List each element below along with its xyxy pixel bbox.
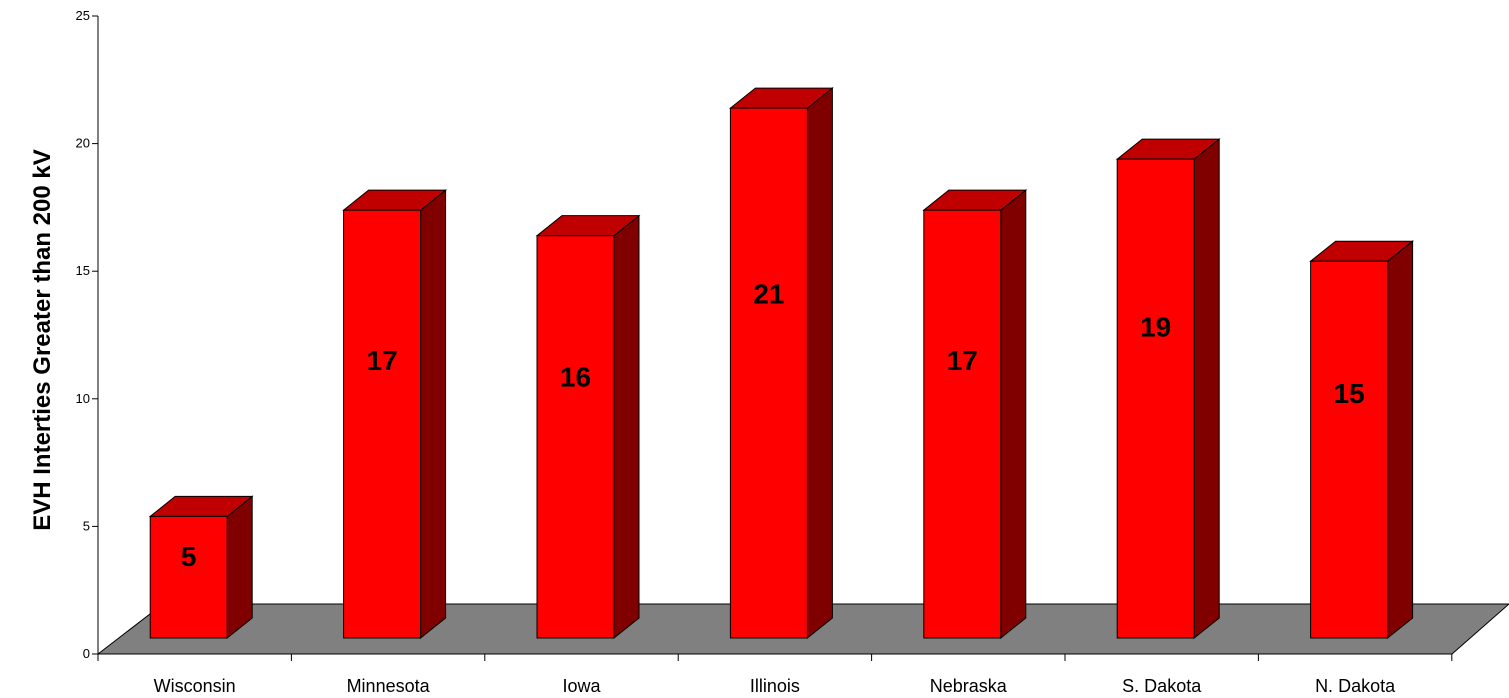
bar-data-label: 21 [753, 279, 784, 310]
bar-data-label: 16 [560, 361, 591, 392]
bar-data-label: 15 [1334, 378, 1365, 409]
y-tick-label: 15 [76, 263, 90, 278]
bar-side-face [1193, 138, 1220, 640]
bar-side-face [1000, 189, 1027, 640]
bar-side-face [613, 214, 640, 640]
x-category-label: Wisconsin [154, 676, 236, 696]
y-tick-label: 25 [76, 8, 90, 23]
data-labels-layer: 5 17 16 21 17 19 15 [181, 279, 1365, 572]
x-category-label: Minnesota [347, 676, 431, 696]
x-category-label: N. Dakota [1315, 676, 1396, 696]
bar-side-face [420, 189, 447, 640]
y-tick-label: 0 [83, 646, 90, 661]
bar-side-face [806, 87, 833, 640]
bar [1115, 138, 1221, 640]
bar-data-label: 5 [181, 541, 197, 572]
bar-data-label: 19 [1140, 312, 1171, 343]
y-axis: 0 5 10 15 20 25 [76, 8, 99, 661]
y-axis-title: EVH Interties Greater than 200 kV [29, 149, 56, 531]
x-axis: Wisconsin Minnesota Iowa Illinois Nebraska S.… [97, 653, 1453, 696]
bar-front-face [343, 209, 422, 639]
bar-front-face [149, 515, 228, 639]
bar-front-face [1116, 158, 1195, 639]
x-category-label: Nebraska [930, 676, 1008, 696]
bars-layer [148, 87, 1415, 640]
x-category-label: S. Dakota [1122, 676, 1202, 696]
bar [535, 214, 641, 640]
bar [728, 87, 834, 640]
bar-front-face [923, 209, 1002, 639]
bar-front-face [1310, 260, 1389, 639]
bar-front-face [729, 107, 808, 639]
bar [922, 189, 1028, 640]
bar-side-face [1387, 240, 1414, 640]
bar-front-face [536, 235, 615, 639]
bar-side-face [226, 495, 253, 640]
bar-data-label: 17 [947, 345, 978, 376]
bar [342, 189, 448, 640]
bar-data-label: 17 [367, 345, 398, 376]
x-category-label: Iowa [562, 676, 601, 696]
y-tick-label: 5 [83, 518, 90, 533]
x-category-label: Illinois [750, 676, 800, 696]
y-tick-label: 20 [76, 136, 90, 151]
bar [148, 495, 254, 640]
y-tick-label: 10 [76, 391, 90, 406]
bar [1309, 240, 1415, 640]
